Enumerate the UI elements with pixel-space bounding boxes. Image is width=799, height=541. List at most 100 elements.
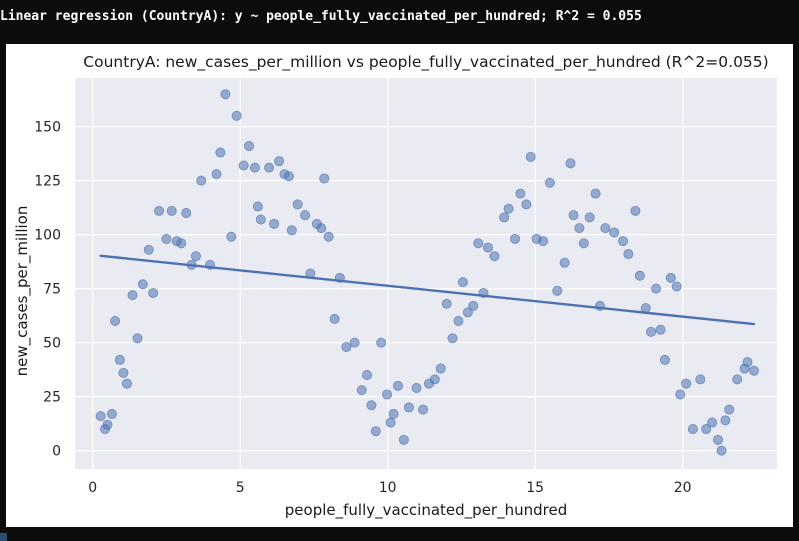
data-point <box>110 316 121 327</box>
data-point <box>552 285 563 296</box>
data-point <box>716 445 727 456</box>
data-point <box>300 210 311 221</box>
data-point <box>211 169 222 180</box>
data-point <box>707 417 718 428</box>
data-point <box>482 242 493 253</box>
data-point <box>102 419 113 430</box>
data-point <box>196 175 207 186</box>
data-point <box>468 300 479 311</box>
data-point <box>114 354 125 365</box>
console-output-line: Linear regression (CountryA): y ~ people… <box>0 9 642 24</box>
data-point <box>220 89 231 100</box>
data-point <box>362 370 373 381</box>
y-tick-label: 150 <box>34 120 61 136</box>
data-point <box>651 283 662 294</box>
data-point <box>319 173 330 184</box>
y-tick-label: 0 <box>52 444 61 460</box>
data-point <box>503 203 514 214</box>
data-point <box>600 223 611 234</box>
data-point <box>283 171 294 182</box>
data-point <box>411 382 422 393</box>
y-tick-label: 75 <box>43 282 61 298</box>
data-point <box>418 404 429 415</box>
data-point <box>634 270 645 281</box>
data-point <box>655 324 666 335</box>
data-point <box>121 378 132 389</box>
data-point <box>742 357 753 368</box>
x-tick-label: 5 <box>236 480 245 496</box>
data-point <box>215 147 226 158</box>
regression-line-group <box>99 254 756 326</box>
x-tick-label: 20 <box>674 480 692 496</box>
data-point <box>181 208 192 219</box>
x-axis-label: people_fully_vaccinated_per_hundred <box>285 501 567 520</box>
y-tick-label: 25 <box>43 390 61 406</box>
data-point <box>713 434 724 445</box>
y-tick-label: 125 <box>34 174 61 190</box>
data-point <box>732 374 743 385</box>
data-point <box>366 400 377 411</box>
data-point <box>127 290 138 301</box>
data-point <box>255 214 266 225</box>
data-point <box>590 188 601 199</box>
grid-lines <box>75 78 777 469</box>
data-point <box>559 257 570 268</box>
data-point <box>521 199 532 210</box>
data-point <box>429 374 440 385</box>
x-tick-label: 10 <box>379 480 397 496</box>
data-point <box>435 363 446 374</box>
data-point <box>292 199 303 210</box>
data-point <box>95 411 106 422</box>
x-tick-label: 15 <box>526 480 544 496</box>
data-point <box>376 337 387 348</box>
y-tick-label: 50 <box>43 336 61 352</box>
data-point <box>538 236 549 247</box>
data-point <box>578 238 589 249</box>
data-point <box>341 341 352 352</box>
data-point <box>499 212 510 223</box>
data-point <box>356 385 367 396</box>
plot-area <box>75 78 777 469</box>
data-point <box>161 233 172 244</box>
data-point <box>226 231 237 242</box>
data-point <box>453 316 464 327</box>
data-point <box>623 249 634 260</box>
data-point <box>403 402 414 413</box>
data-point <box>584 212 595 223</box>
data-point <box>489 251 500 262</box>
data-point <box>609 227 620 238</box>
data-point <box>176 238 187 249</box>
data-point <box>398 434 409 445</box>
data-point <box>748 365 759 376</box>
data-point <box>462 307 473 318</box>
data-point <box>473 238 484 249</box>
data-point <box>316 223 327 234</box>
data-point <box>238 160 249 171</box>
y-axis-label: new_cases_per_million <box>13 206 32 377</box>
data-point <box>154 205 165 216</box>
data-point <box>675 389 686 400</box>
data-points <box>95 89 759 456</box>
data-point <box>148 287 159 298</box>
data-point <box>681 378 692 389</box>
data-point <box>249 162 260 173</box>
data-point <box>701 424 712 435</box>
data-point <box>441 298 452 309</box>
data-point <box>385 417 396 428</box>
chart-figure: CountryA: new_cases_per_million vs peopl… <box>6 44 793 527</box>
data-point <box>574 223 585 234</box>
data-point <box>349 337 360 348</box>
data-point <box>137 279 148 290</box>
data-point <box>166 205 177 216</box>
data-point <box>618 236 629 247</box>
tick-labels: 0 5 10 15 20 0 25 50 75 100 125 150 <box>34 120 691 496</box>
chart-title: CountryA: new_cases_per_million vs peopl… <box>83 53 768 72</box>
data-point <box>695 374 706 385</box>
data-point <box>370 426 381 437</box>
data-point <box>286 225 297 236</box>
data-point <box>510 233 521 244</box>
data-point <box>447 333 458 344</box>
regression-line <box>99 254 756 326</box>
data-point <box>264 162 275 173</box>
data-point <box>252 201 263 212</box>
